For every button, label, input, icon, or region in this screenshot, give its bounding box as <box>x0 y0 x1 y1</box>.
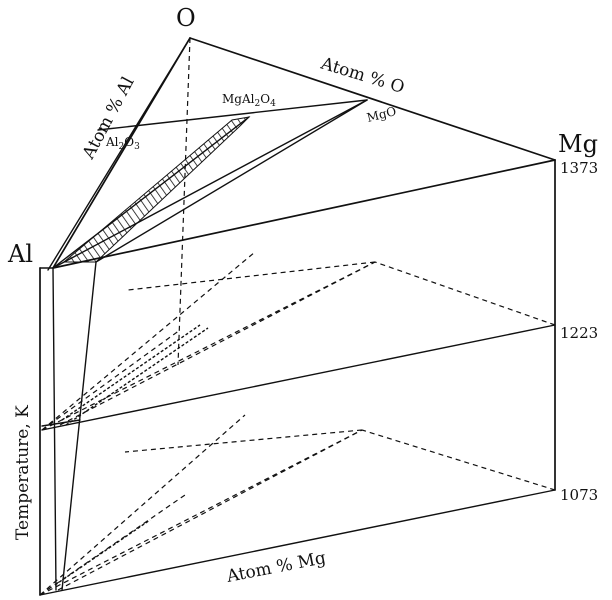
section-1223-front-edge <box>41 324 556 431</box>
temperature-1073-label: 1073 <box>560 486 598 504</box>
section-1073-tie-line <box>124 429 363 453</box>
section-1073-back-edge <box>361 429 556 491</box>
edge-al-mg <box>52 159 556 269</box>
o-hidden-vertical <box>177 37 191 366</box>
section-1073-diag-2 <box>57 429 363 591</box>
liquidus-edge <box>61 261 97 591</box>
tie-line-al2o3-mgo <box>97 99 368 131</box>
section-1223-diag-2 <box>59 261 376 426</box>
hidden-edges <box>177 37 191 366</box>
section-1223-back-edge <box>374 261 556 326</box>
axis-atom-o-label: Atom % O <box>318 53 407 98</box>
al-inner-edge <box>52 267 57 591</box>
axis-atom-al-label: Atom % Al <box>78 74 138 164</box>
temperature-1223-label: 1223 <box>560 324 598 342</box>
hatched-two-phase-region <box>62 116 251 263</box>
corner-mg-label: Mg <box>558 130 598 158</box>
prism-vertical-edges <box>39 159 556 596</box>
section-1073-front-edge <box>39 489 556 596</box>
section-1223-diag-4 <box>41 329 181 431</box>
temperature-1373-label: 1373 <box>560 159 598 177</box>
section-1073-diag-1 <box>39 429 363 596</box>
corner-o-label: O <box>176 4 196 32</box>
phase-al2o3-label: Al2O3 <box>105 135 140 152</box>
tie-line-mgo-liquid <box>95 99 368 263</box>
top-ternary-triangle <box>47 37 556 271</box>
phase-mgo-label: MgO <box>365 104 397 125</box>
section-1223-diag-3 <box>41 251 256 431</box>
edge-o-mg <box>189 37 556 161</box>
edge-o-al-inner <box>47 37 191 271</box>
section-1223-tie-line <box>127 261 376 291</box>
section-1073 <box>39 414 556 596</box>
section-1223 <box>41 251 556 431</box>
section-1223-hatched-band <box>61 324 201 421</box>
section-1223-diag-1 <box>41 261 376 431</box>
section-1073-diag-3 <box>39 414 246 596</box>
phase-mgal2o4-label: MgAl2O4 <box>222 92 276 109</box>
section-1223-hatched-band-2 <box>65 327 209 426</box>
section-1073-hatched-band <box>54 519 151 586</box>
corner-al-label: Al <box>7 240 33 268</box>
section-1223-al-tick <box>41 419 81 427</box>
axis-temperature-label: Temperature, K <box>13 405 33 540</box>
